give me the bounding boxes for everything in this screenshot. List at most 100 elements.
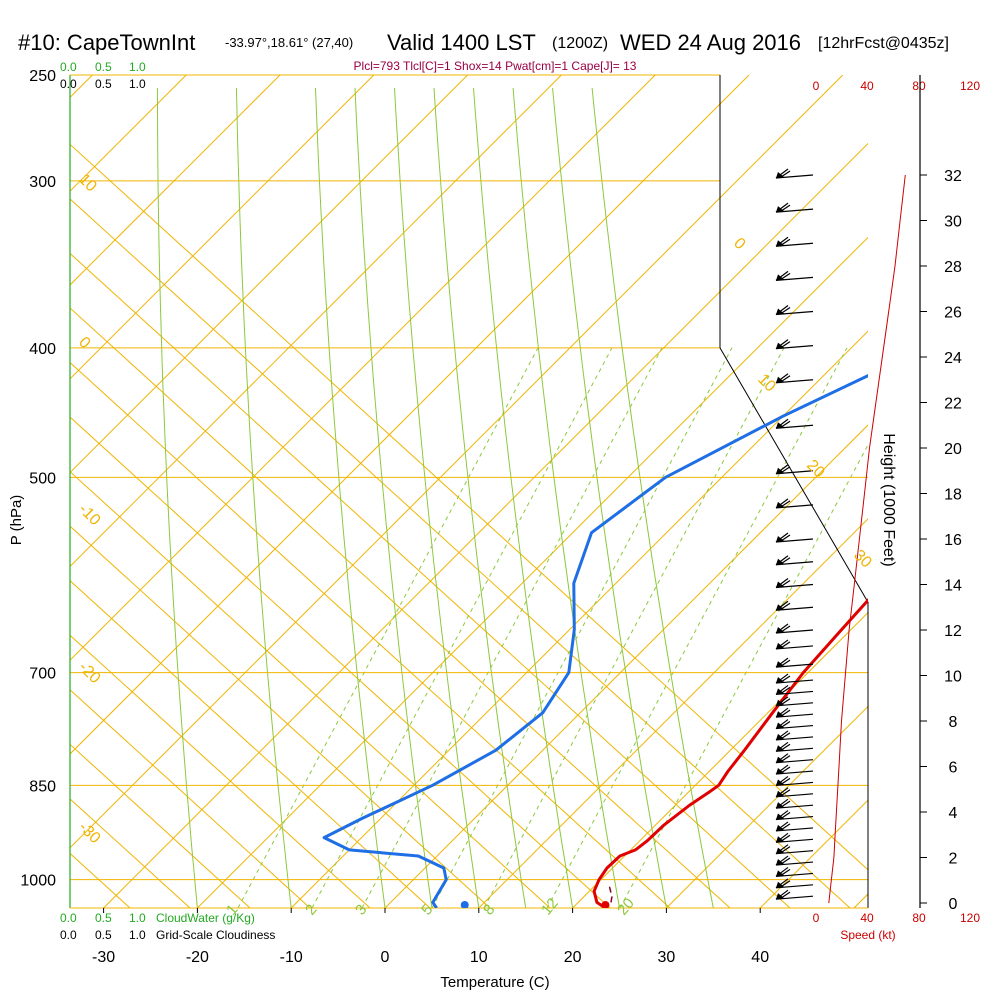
- isotherm-line: [572, 611, 868, 908]
- x-tick-label: 30: [658, 949, 676, 966]
- forecast-date: WED 24 Aug 2016: [620, 30, 801, 55]
- pressure-tick-label: 250: [29, 68, 56, 85]
- mixing-ratio-label: 2: [302, 901, 320, 918]
- isotherm-label: -30: [75, 819, 103, 847]
- sounding-profiles: [322, 373, 868, 908]
- wind-barb: [775, 764, 814, 775]
- x-tick-label: -20: [186, 949, 209, 966]
- wind-barb: [775, 578, 814, 589]
- wind-barb: [775, 418, 814, 429]
- wind-barb: [775, 798, 814, 809]
- wind-barb: [775, 236, 814, 247]
- moist-adiabat-line: [235, 87, 292, 908]
- dry-adiabat-line: [70, 198, 851, 908]
- wind-barb: [775, 639, 814, 650]
- wind-barb: [775, 810, 814, 821]
- moist-adiabat-line: [315, 87, 386, 908]
- cloud-top-black-1: 0.5: [95, 77, 112, 91]
- x-tick-label: 0: [381, 949, 390, 966]
- pressure-tick-label: 500: [29, 470, 56, 487]
- dry-adiabat-line: [70, 634, 371, 908]
- isotherm-line: [666, 705, 868, 908]
- height-tick-label: 30: [944, 214, 962, 231]
- mixing-ratio-label: 8: [480, 901, 498, 918]
- mixing-ratio-label: 3: [352, 901, 370, 918]
- dry-adiabat-line: [70, 743, 251, 908]
- isotherm-label: -10: [75, 501, 103, 529]
- parcel-line: [608, 885, 613, 903]
- height-tick-label: 4: [949, 805, 958, 822]
- height-tick-label: 6: [949, 760, 958, 777]
- mixing-ratio-label: 12: [538, 895, 562, 919]
- dry-adiabat-line: [70, 307, 731, 908]
- isotherm-lines: [70, 75, 868, 908]
- height-tick-label: 12: [944, 623, 962, 640]
- pressure-tick-label: 300: [29, 174, 56, 191]
- height-tick-label: 14: [944, 578, 962, 595]
- isobar-lines: [70, 74, 868, 881]
- cloud-top-green-1: 0.5: [95, 60, 112, 74]
- wind-barb: [775, 684, 814, 696]
- isotherm-line: [70, 75, 375, 380]
- x-tick-label: 10: [470, 949, 488, 966]
- dry-adiabat-line: [70, 852, 131, 908]
- wind-barb: [775, 878, 814, 889]
- wind-barb: [775, 719, 814, 730]
- plot-frame: [69, 75, 921, 909]
- pressure-tick-label: 1000: [20, 873, 56, 890]
- dry-adiabat-line: [70, 580, 431, 908]
- height-tick-label: 20: [944, 441, 962, 458]
- wind-barb: [775, 305, 814, 316]
- stability-indices: Plcl=793 Tlcl[C]=1 Shox=14 Pwat[cm]=1 Ca…: [354, 59, 637, 73]
- speed-bottom-120: 120: [960, 911, 980, 925]
- dry-adiabat-line: [70, 470, 551, 908]
- dry-adiabat-line: [70, 689, 311, 908]
- height-tick-label: 10: [944, 669, 962, 686]
- moist-adiabat-line: [156, 87, 198, 908]
- cloud-top-black-2: 1.0: [129, 77, 146, 91]
- cloud-bottom-green-2: 1.0: [129, 911, 146, 925]
- dewpoint-line: [322, 373, 868, 908]
- plot-right-boundary: [719, 75, 869, 908]
- height-tick-label: 2: [949, 851, 958, 868]
- cloud-bottom-green-1: 0.5: [95, 911, 112, 925]
- mixing-ratio-line: [431, 347, 733, 908]
- height-tick-label: 22: [944, 396, 962, 413]
- isotherm-label: 0: [75, 334, 93, 352]
- isotherm-label: 10: [754, 371, 779, 396]
- y-axis-title: P (hPa): [8, 495, 25, 546]
- pressure-tick-label: 400: [29, 341, 56, 358]
- wind-speed-profile: [828, 174, 906, 904]
- speed-top-40: 40: [860, 79, 874, 93]
- wind-barb: [775, 623, 814, 634]
- moist-adiabat-line: [473, 87, 574, 908]
- wind-barb: [775, 741, 814, 752]
- wind-barb: [775, 555, 814, 566]
- moist-adiabat-line: [512, 87, 620, 908]
- x-tick-label: -30: [92, 949, 115, 966]
- dry-adiabat-line: [0, 75, 10, 908]
- isotherm-line: [290, 330, 868, 908]
- dry-adiabat-line: [70, 143, 868, 871]
- wind-barb: [775, 498, 814, 509]
- wind-barb: [775, 832, 814, 843]
- height-tick-label: 16: [944, 532, 962, 549]
- wind-barb: [775, 866, 814, 878]
- height-tick-label: 18: [944, 487, 962, 504]
- wind-barb: [775, 889, 814, 900]
- isotherm-line: [478, 518, 868, 908]
- isotherm-line: [384, 424, 868, 908]
- height-tick-label: 8: [949, 714, 958, 731]
- isotherm-line: [853, 893, 868, 908]
- isotherm-label: 10: [75, 171, 100, 196]
- isotherm-line: [70, 75, 562, 568]
- x-tick-label: 40: [751, 949, 769, 966]
- wind-barbs: [775, 168, 906, 904]
- speed-bottom-80: 80: [912, 911, 926, 925]
- speed-top-120: 120: [960, 79, 980, 93]
- height-tick-label: 26: [944, 305, 962, 322]
- wind-barb: [775, 657, 814, 668]
- wind-barb: [775, 730, 814, 741]
